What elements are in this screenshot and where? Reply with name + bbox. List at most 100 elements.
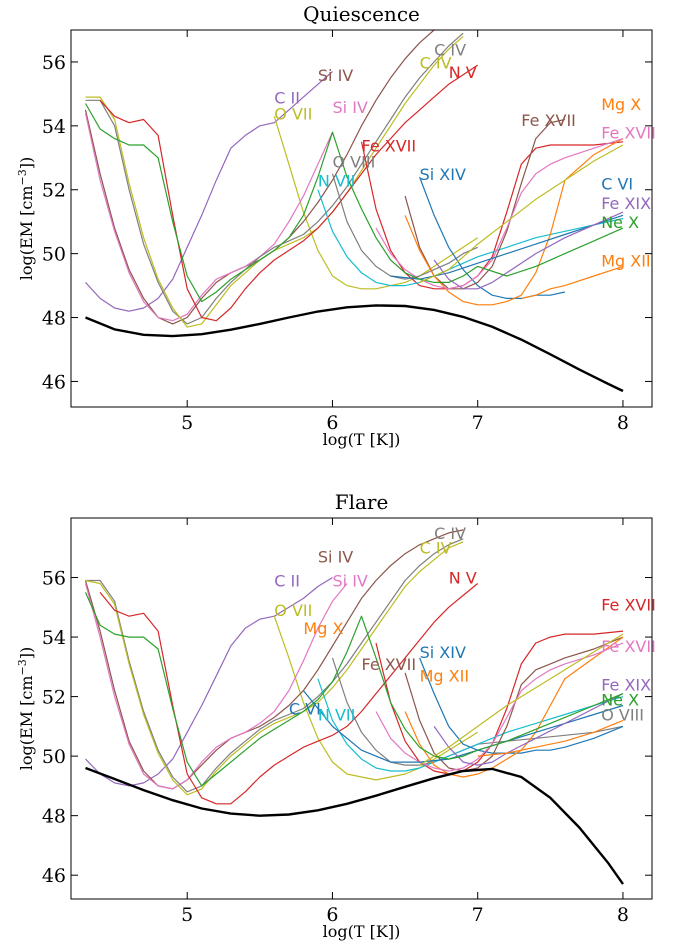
- series-label: N VII: [318, 172, 355, 191]
- chart-title: Flare: [335, 490, 389, 514]
- series-label: C VI: [601, 175, 633, 194]
- series-label: C II: [274, 89, 300, 108]
- series-line: [317, 678, 624, 772]
- series-line: [477, 719, 624, 757]
- series-label: C II: [274, 572, 300, 591]
- series-line: [85, 538, 464, 793]
- y-axis-label: log(EM [cm−3]): [16, 157, 36, 280]
- series-line: [404, 636, 624, 778]
- series-line: [84, 583, 348, 790]
- plot-area: [84, 30, 624, 393]
- y-tick-label: 52: [42, 687, 66, 709]
- plot-area: [84, 529, 624, 885]
- y-tick-label: 56: [42, 568, 66, 590]
- series-label: Fe XVII: [601, 637, 656, 656]
- series-label: Mg XII: [601, 251, 650, 270]
- series-label: Fe XVII: [362, 136, 417, 155]
- series-line: [84, 592, 624, 787]
- series-line: [84, 103, 624, 303]
- series-line: [433, 211, 624, 290]
- series-line: [390, 214, 624, 280]
- series-line: [85, 541, 464, 796]
- y-tick-label: 50: [42, 746, 66, 768]
- series-line: [99, 64, 479, 322]
- dem-curve: [85, 766, 624, 885]
- x-axis-label: log(T [K]): [323, 430, 401, 449]
- axes-frame: [70, 517, 653, 900]
- x-tick-label: 5: [181, 412, 193, 434]
- series-label: Mg XII: [420, 667, 469, 686]
- series-label: Mg X: [303, 619, 343, 638]
- series-label: C VI: [289, 700, 321, 719]
- series-line: [404, 636, 624, 772]
- y-axis-label: log(EM [cm−3]): [16, 647, 36, 770]
- series-line: [404, 118, 566, 290]
- series-line: [99, 583, 479, 805]
- series-label: Si IV: [333, 98, 368, 117]
- chart-title: Quiescence: [303, 2, 420, 26]
- series-line: [84, 529, 464, 790]
- series-label: C IV: [434, 41, 466, 60]
- series-label: O VIII: [601, 705, 644, 724]
- x-tick-label: 6: [326, 904, 338, 926]
- series-line: [419, 633, 624, 766]
- series-label: O VIII: [333, 152, 376, 171]
- series-line: [375, 642, 624, 772]
- series-label: Si IV: [333, 572, 368, 591]
- y-tick-label: 46: [42, 371, 66, 393]
- x-tick-label: 8: [617, 412, 629, 434]
- dem-curve: [85, 304, 624, 393]
- series-label: C IV: [434, 524, 466, 543]
- series-label: Fe XVII: [362, 655, 417, 674]
- series-line: [273, 116, 479, 290]
- series-label: O VII: [274, 601, 312, 620]
- series-label: Mg X: [601, 95, 641, 114]
- series-label: Fe XIX: [601, 676, 651, 695]
- series-line: [85, 35, 464, 328]
- series-label: C IV: [420, 53, 452, 72]
- series-label: O VII: [274, 105, 312, 124]
- series-line: [85, 32, 464, 325]
- series-label: Si XIV: [420, 643, 466, 662]
- series-line: [375, 630, 624, 775]
- series-label: Si IV: [318, 66, 353, 85]
- series-line: [302, 690, 624, 763]
- series-label: Ne X: [601, 213, 639, 232]
- y-tick-label: 46: [42, 865, 66, 887]
- series-label: N V: [449, 63, 477, 82]
- series-label: Si XIV: [420, 165, 466, 184]
- axes-frame: [70, 29, 653, 408]
- y-tick-label: 50: [42, 244, 66, 266]
- series-line: [85, 71, 333, 312]
- series-line: [85, 576, 333, 787]
- x-tick-label: 6: [326, 412, 338, 434]
- y-tick-label: 56: [42, 52, 66, 74]
- series-label: N VII: [318, 705, 355, 724]
- series-label: Fe XVII: [601, 124, 656, 143]
- y-tick-label: 48: [42, 308, 66, 330]
- series-line: [84, 112, 334, 322]
- x-tick-label: 5: [181, 904, 193, 926]
- y-tick-label: 48: [42, 806, 66, 828]
- y-tick-label: 54: [42, 627, 66, 649]
- series-label: Fe XIX: [601, 194, 651, 213]
- series-line: [375, 138, 624, 290]
- x-tick-label: 7: [472, 904, 484, 926]
- series-label: Si IV: [318, 548, 353, 567]
- series-label: Ne X: [601, 691, 639, 710]
- series-line: [433, 693, 624, 766]
- series-line: [273, 616, 479, 781]
- series-line: [331, 173, 478, 280]
- y-tick-label: 54: [42, 116, 66, 138]
- x-tick-label: 7: [472, 412, 484, 434]
- x-tick-label: 8: [617, 904, 629, 926]
- y-tick-label: 52: [42, 180, 66, 202]
- x-axis-label: log(T [K]): [323, 922, 401, 941]
- series-label: C IV: [420, 539, 452, 558]
- series-line: [404, 138, 624, 306]
- series-label: N V: [449, 569, 477, 588]
- series-label: Fe XVII: [521, 111, 576, 130]
